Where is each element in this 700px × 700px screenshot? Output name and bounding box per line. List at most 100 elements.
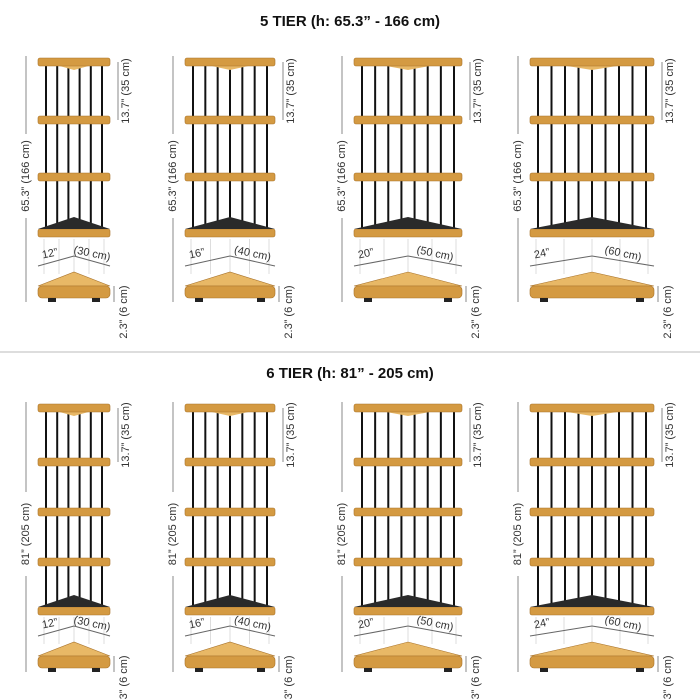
shelf [184, 557, 276, 567]
shelf [353, 457, 463, 467]
width-inch: 12” [41, 616, 59, 631]
foot [257, 668, 265, 672]
shelf [353, 403, 463, 413]
foot [92, 298, 100, 302]
width-line [184, 625, 231, 637]
shelf [184, 115, 276, 125]
width-inch: 24” [533, 246, 551, 261]
shelf [529, 507, 655, 517]
shelf [353, 228, 463, 238]
shelf [184, 57, 276, 67]
label-bg [511, 134, 525, 218]
base [184, 655, 276, 669]
width-inch: 16” [188, 246, 206, 261]
width-line [184, 255, 231, 267]
width-line [529, 625, 593, 637]
foot [364, 298, 372, 302]
shelf [529, 557, 655, 567]
base [353, 285, 463, 299]
base-label: 2.3” (6 cm) [283, 285, 295, 338]
shelf [353, 557, 463, 567]
shelf [37, 606, 111, 616]
shelf [37, 403, 111, 413]
width-line [73, 625, 111, 637]
height-label: 81” (205 cm) [167, 503, 179, 565]
base-label: 2.3” (6 cm) [118, 285, 130, 338]
shelf [37, 557, 111, 567]
spacing-label: 13.7” (35 cm) [285, 58, 297, 123]
height-label: 81” (205 cm) [512, 503, 524, 565]
section-title: 6 TIER (h: 81” - 205 cm) [266, 365, 434, 382]
shelf [37, 457, 111, 467]
base-label: 2.3” (6 cm) [283, 655, 295, 700]
shelf [37, 507, 111, 517]
foot [636, 298, 644, 302]
shelf [529, 457, 655, 467]
base-label: 2.3” (6 cm) [118, 655, 130, 700]
base-label: 2.3” (6 cm) [662, 285, 674, 338]
shelf [353, 172, 463, 182]
shelf-corner [38, 595, 110, 607]
label-bg [19, 492, 33, 576]
foot [195, 298, 203, 302]
base [37, 285, 111, 299]
foot [92, 668, 100, 672]
shelf-corner [354, 595, 462, 607]
foot [444, 668, 452, 672]
shelf [529, 172, 655, 182]
shelf-corner [530, 217, 654, 229]
label-bg [166, 134, 180, 218]
height-label: 81” (205 cm) [20, 503, 32, 565]
spacing-label: 13.7” (35 cm) [472, 58, 484, 123]
shelf [184, 457, 276, 467]
foot [636, 668, 644, 672]
spacing-label: 13.7” (35 cm) [664, 58, 676, 123]
label-bg [19, 134, 33, 218]
shelf [184, 403, 276, 413]
shelf [353, 57, 463, 67]
shelf [529, 606, 655, 616]
shelf-corner [38, 217, 110, 229]
shelf [37, 57, 111, 67]
shelf [353, 507, 463, 517]
width-line [591, 625, 655, 637]
shelf [353, 115, 463, 125]
base-label: 2.3” (6 cm) [470, 655, 482, 700]
width-line [407, 625, 463, 637]
base [37, 655, 111, 669]
width-line [529, 255, 593, 267]
width-inch: 20” [357, 616, 375, 631]
shelf-corner [185, 217, 275, 229]
height-label: 65.3” (166 cm) [20, 140, 32, 212]
width-inch: 24” [533, 616, 551, 631]
foot [444, 298, 452, 302]
base [529, 285, 655, 299]
foot [540, 668, 548, 672]
spacing-label: 13.7” (35 cm) [664, 402, 676, 467]
width-line [73, 255, 111, 267]
shelf [37, 115, 111, 125]
spacing-label: 13.7” (35 cm) [120, 402, 132, 467]
base-label: 2.3” (6 cm) [470, 285, 482, 338]
width-inch: 20” [357, 246, 375, 261]
shelf [37, 172, 111, 182]
label-bg [511, 492, 525, 576]
height-label: 81” (205 cm) [336, 503, 348, 565]
shelf-corner [530, 595, 654, 607]
width-line [37, 625, 75, 637]
section-title: 5 TIER (h: 65.3” - 166 cm) [260, 13, 440, 30]
base-label: 2.3” (6 cm) [662, 655, 674, 700]
foot [48, 668, 56, 672]
height-label: 65.3” (166 cm) [336, 140, 348, 212]
shelf-corner [354, 217, 462, 229]
foot [195, 668, 203, 672]
base [529, 655, 655, 669]
label-bg [335, 492, 349, 576]
foot [364, 668, 372, 672]
width-inch: 16” [188, 616, 206, 631]
foot [540, 298, 548, 302]
width-line [353, 255, 409, 267]
shelf [37, 228, 111, 238]
